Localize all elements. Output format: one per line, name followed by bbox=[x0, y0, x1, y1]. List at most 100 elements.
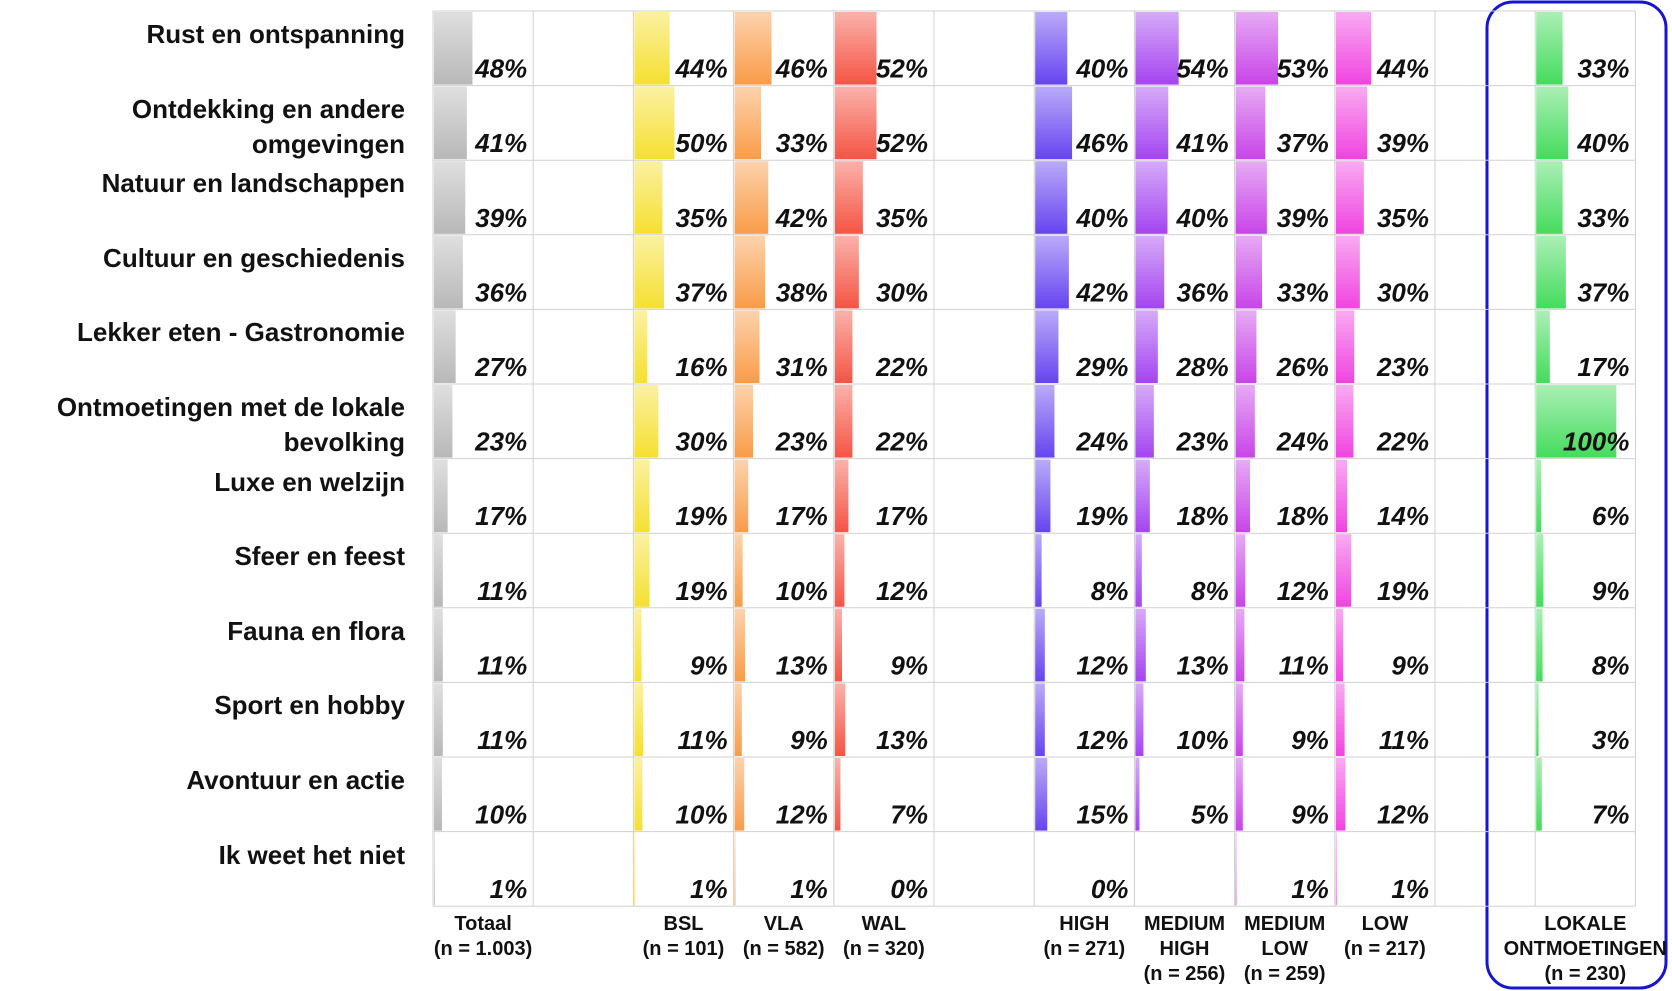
value-label: 41% bbox=[1176, 128, 1229, 158]
row-label: Sfeer en feest bbox=[234, 541, 405, 572]
bar bbox=[1135, 310, 1158, 383]
bar bbox=[1536, 385, 1617, 458]
series-n: (n = 271) bbox=[1043, 938, 1126, 961]
value-label: 12% bbox=[776, 800, 828, 830]
value-label: 33% bbox=[1277, 277, 1329, 307]
value-label: 23% bbox=[775, 427, 828, 457]
bar bbox=[1335, 161, 1364, 234]
value-label: 35% bbox=[1377, 203, 1429, 233]
value-label: 33% bbox=[1577, 203, 1629, 233]
series-name: MEDIUM HIGH bbox=[1143, 913, 1226, 961]
series-n: (n = 217) bbox=[1344, 938, 1426, 961]
value-label: 11% bbox=[1379, 725, 1429, 755]
value-label: 19% bbox=[1076, 501, 1128, 531]
row-label: Ontmoetingen met de lokale bevolking bbox=[56, 392, 405, 457]
value-label: 54% bbox=[1177, 54, 1229, 84]
value-label: 12% bbox=[1277, 576, 1329, 606]
value-label: 13% bbox=[776, 650, 828, 680]
bar bbox=[1335, 86, 1368, 160]
series-n: (n = 101) bbox=[642, 938, 725, 961]
value-label: 8% bbox=[1191, 576, 1229, 606]
row-label: Lekker eten - Gastronomie bbox=[77, 317, 405, 348]
row-label: Luxe en welzijn bbox=[214, 466, 405, 497]
bar bbox=[1035, 235, 1069, 309]
bar bbox=[1235, 12, 1279, 85]
value-label: 9% bbox=[790, 725, 828, 755]
value-label: 36% bbox=[1177, 277, 1229, 307]
bar bbox=[834, 758, 841, 831]
bar bbox=[834, 161, 863, 234]
value-label: 28% bbox=[1176, 352, 1229, 382]
column-label: LOW (n = 217) bbox=[1290, 912, 1480, 962]
bar bbox=[1536, 683, 1539, 756]
bar bbox=[1536, 235, 1566, 309]
series-name: MEDIUM LOW bbox=[1244, 913, 1326, 961]
value-label: 8% bbox=[1091, 576, 1129, 606]
row-label: Ontdekking en andere omgevingen bbox=[131, 93, 405, 159]
series-n: (n = 320) bbox=[843, 938, 925, 961]
value-label: 19% bbox=[1377, 576, 1429, 606]
value-label: 41% bbox=[474, 128, 527, 158]
bar bbox=[634, 235, 665, 309]
bar bbox=[1335, 12, 1372, 85]
bar bbox=[734, 608, 746, 682]
value-label: 44% bbox=[675, 54, 728, 84]
value-label: 23% bbox=[474, 427, 527, 457]
value-label: 30% bbox=[676, 427, 728, 457]
value-label: 11% bbox=[677, 725, 727, 755]
bar bbox=[1235, 459, 1251, 533]
column-label: BSL (n = 101) bbox=[589, 912, 779, 962]
value-label: 8% bbox=[1592, 650, 1630, 680]
bar bbox=[1135, 161, 1168, 234]
bar bbox=[634, 832, 636, 906]
value-label: 10% bbox=[676, 800, 728, 830]
bar bbox=[1235, 758, 1243, 831]
value-label: 46% bbox=[775, 54, 828, 84]
bar bbox=[834, 385, 853, 458]
value-label: 10% bbox=[475, 800, 527, 830]
value-label: 17% bbox=[1577, 352, 1629, 382]
series-n: (n = 259) bbox=[1243, 963, 1326, 986]
bar bbox=[1536, 758, 1542, 831]
value-label: 9% bbox=[1291, 725, 1329, 755]
value-label: 33% bbox=[776, 128, 828, 158]
value-label: 7% bbox=[890, 800, 928, 830]
bar bbox=[634, 683, 644, 756]
value-label: 0% bbox=[1091, 874, 1129, 904]
value-label: 19% bbox=[676, 576, 728, 606]
bar bbox=[1035, 12, 1068, 85]
bar bbox=[1335, 235, 1360, 309]
bar bbox=[1335, 534, 1352, 607]
value-label: 39% bbox=[1377, 128, 1429, 158]
bar bbox=[1135, 534, 1142, 607]
bar bbox=[434, 86, 467, 160]
value-label: 9% bbox=[890, 650, 928, 680]
column-label: HIGH (n = 271) bbox=[989, 912, 1179, 962]
bar bbox=[1335, 758, 1346, 831]
value-label: 16% bbox=[676, 352, 728, 382]
value-label: 5% bbox=[1191, 800, 1229, 830]
value-label: 22% bbox=[1376, 427, 1429, 457]
value-label: 42% bbox=[775, 203, 828, 233]
value-label: 13% bbox=[876, 725, 928, 755]
bar bbox=[1335, 608, 1344, 682]
bar bbox=[1035, 310, 1059, 383]
value-label: 30% bbox=[876, 277, 928, 307]
value-label: 44% bbox=[1376, 54, 1429, 84]
bar bbox=[1335, 385, 1354, 458]
bar bbox=[1536, 12, 1563, 85]
bar bbox=[434, 832, 435, 906]
value-label: 29% bbox=[1075, 352, 1128, 382]
bar bbox=[734, 385, 754, 458]
bar bbox=[1035, 608, 1045, 682]
value-label: 11% bbox=[477, 576, 527, 606]
bar bbox=[1035, 161, 1068, 234]
bar bbox=[1536, 608, 1543, 682]
column-label: MEDIUM LOW (n = 259) bbox=[1190, 912, 1380, 987]
row-label: Cultuur en geschiedenis bbox=[103, 242, 405, 273]
value-label: 11% bbox=[477, 650, 527, 680]
value-label: 22% bbox=[875, 352, 928, 382]
bar bbox=[734, 161, 769, 234]
series-n: (n = 230) bbox=[1544, 963, 1627, 986]
column-label: LOKALE ONTMOETINGEN (n = 230) bbox=[1490, 912, 1672, 987]
